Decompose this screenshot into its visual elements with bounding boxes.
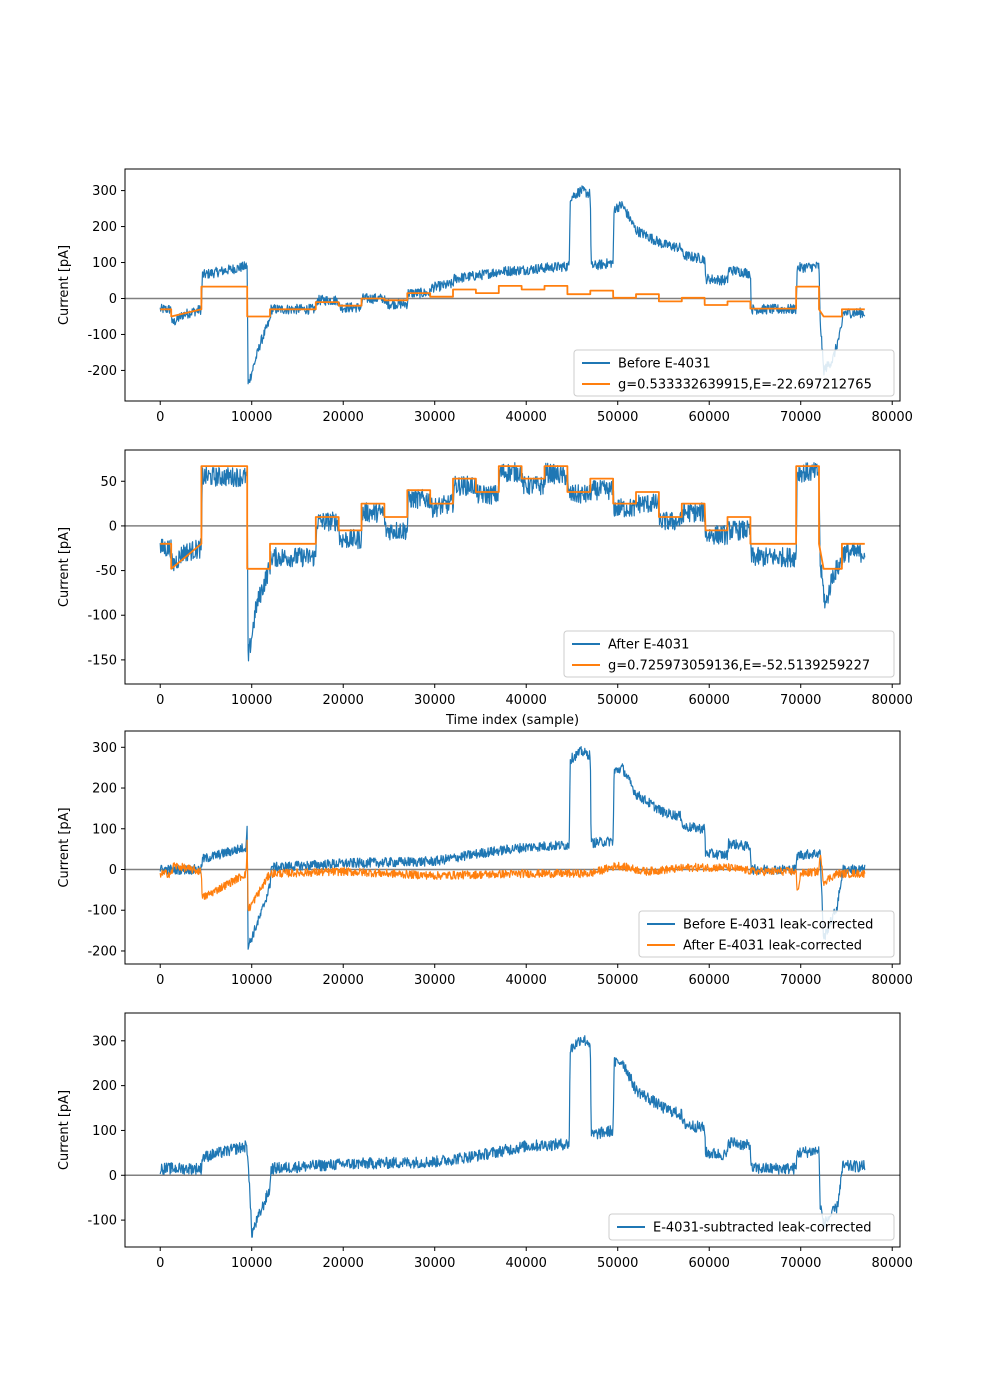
x-tick-label: 0 — [156, 410, 164, 425]
y-axis-label: Current [pA] — [57, 527, 72, 607]
y-tick-label: -100 — [87, 328, 117, 343]
x-tick-label: 80000 — [872, 693, 913, 708]
x-tick-label: 50000 — [597, 410, 638, 425]
x-tick-label: 40000 — [506, 973, 547, 988]
x-tick-label: 20000 — [323, 693, 364, 708]
plot-area — [159, 185, 866, 385]
y-tick-label: -100 — [87, 609, 117, 624]
x-tick-label: 20000 — [323, 410, 364, 425]
axes-frame — [124, 168, 901, 402]
x-tick-label: 20000 — [323, 973, 364, 988]
x-tick-label: 60000 — [689, 410, 730, 425]
x-tick-label: 70000 — [780, 1256, 821, 1271]
y-tick-label: 0 — [109, 292, 117, 307]
plot-area — [159, 462, 866, 662]
x-tick-label: 40000 — [506, 410, 547, 425]
legend: Before E-4031 leak-corrected After E-4031… — [638, 910, 895, 958]
y-tick-label: 0 — [109, 1169, 117, 1184]
legend-entry: E-4031-subtracted leak-corrected — [653, 1221, 872, 1236]
series-line-2 — [160, 465, 865, 570]
x-tick-label: 40000 — [506, 1256, 547, 1271]
series-line-1 — [159, 1035, 866, 1238]
x-tick-label: 80000 — [872, 410, 913, 425]
x-tick-label: 30000 — [414, 410, 455, 425]
axes-frame — [124, 449, 901, 685]
y-tick-label: -50 — [96, 564, 117, 579]
chart-panel-2: 0 10000 20000 30000 40000 50000 60000 70000 8000… — [57, 449, 913, 728]
y-tick-label: -100 — [87, 1214, 117, 1229]
x-tick-label: 30000 — [414, 693, 455, 708]
x-tick-label: 30000 — [414, 1256, 455, 1271]
y-tick-label: 300 — [92, 184, 117, 199]
chart-panel-1: 0 10000 20000 30000 40000 50000 60000 70000 8000… — [57, 168, 913, 425]
y-tick-label: -200 — [87, 944, 117, 959]
x-tick-label: 0 — [156, 1256, 164, 1271]
y-tick-label: 300 — [92, 741, 117, 756]
axes-frame — [124, 1012, 901, 1248]
x-tick-label: 10000 — [231, 410, 272, 425]
legend-entry: After E-4031 — [608, 638, 689, 653]
y-axis-label: Current [pA] — [57, 245, 72, 325]
x-tick-label: 30000 — [414, 973, 455, 988]
series-line-2 — [160, 285, 865, 318]
x-tick-label: 0 — [156, 693, 164, 708]
legend-box — [608, 1213, 895, 1241]
plot-area — [159, 746, 866, 950]
x-tick-label: 20000 — [323, 1256, 364, 1271]
x-tick-label: 0 — [156, 973, 164, 988]
y-axis-label: Current [pA] — [57, 1090, 72, 1170]
x-tick-label: 50000 — [597, 1256, 638, 1271]
x-tick-label: 80000 — [872, 1256, 913, 1271]
y-tick-label: 100 — [92, 256, 117, 271]
legend: After E-4031 g=0.725973059136,E=-52.51392… — [563, 630, 895, 678]
series-line-2 — [159, 839, 866, 912]
x-tick-label: 70000 — [780, 410, 821, 425]
legend-box — [563, 630, 895, 678]
x-tick-label: 10000 — [231, 973, 272, 988]
x-axis-label: Time index (sample) — [445, 713, 579, 728]
x-tick-label: 50000 — [597, 693, 638, 708]
y-axis-label: Current [pA] — [57, 807, 72, 887]
legend-entry: Before E-4031 — [618, 357, 711, 372]
legend-box — [573, 349, 895, 397]
x-tick-label: 60000 — [689, 1256, 730, 1271]
chart-panel-3: 0 10000 20000 30000 40000 50000 60000 70000 8000… — [57, 730, 913, 988]
legend-entry: g=0.725973059136,E=-52.5139259227 — [608, 659, 870, 674]
x-tick-label: 10000 — [231, 1256, 272, 1271]
legend-entry: After E-4031 leak-corrected — [683, 939, 862, 954]
x-tick-label: 40000 — [506, 693, 547, 708]
y-tick-label: 0 — [109, 519, 117, 534]
x-tick-label: 60000 — [689, 693, 730, 708]
legend-box — [638, 910, 895, 958]
y-tick-label: 300 — [92, 1034, 117, 1049]
y-tick-label: -200 — [87, 364, 117, 379]
x-tick-label: 60000 — [689, 973, 730, 988]
x-tick-label: 10000 — [231, 693, 272, 708]
y-tick-label: -150 — [87, 653, 117, 668]
legend-entry: g=0.533332639915,E=-22.697212765 — [618, 378, 872, 393]
y-tick-label: 200 — [92, 782, 117, 797]
series-line-1 — [159, 185, 866, 385]
y-tick-label: -100 — [87, 904, 117, 919]
y-tick-label: 100 — [92, 822, 117, 837]
y-tick-label: 50 — [100, 475, 117, 490]
y-tick-label: 200 — [92, 220, 117, 235]
x-tick-label: 70000 — [780, 973, 821, 988]
y-tick-label: 100 — [92, 1124, 117, 1139]
x-tick-label: 80000 — [872, 973, 913, 988]
plot-area — [159, 1035, 866, 1238]
y-tick-label: 200 — [92, 1079, 117, 1094]
legend: E-4031-subtracted leak-corrected — [608, 1213, 895, 1241]
x-tick-label: 50000 — [597, 973, 638, 988]
chart-panel-4: 0 10000 20000 30000 40000 50000 60000 70000 8000… — [57, 1012, 913, 1271]
legend-entry: Before E-4031 leak-corrected — [683, 918, 873, 933]
y-tick-label: 0 — [109, 863, 117, 878]
legend: Before E-4031 g=0.533332639915,E=-22.6972… — [573, 349, 895, 397]
x-tick-label: 70000 — [780, 693, 821, 708]
axes-frame — [124, 730, 901, 965]
